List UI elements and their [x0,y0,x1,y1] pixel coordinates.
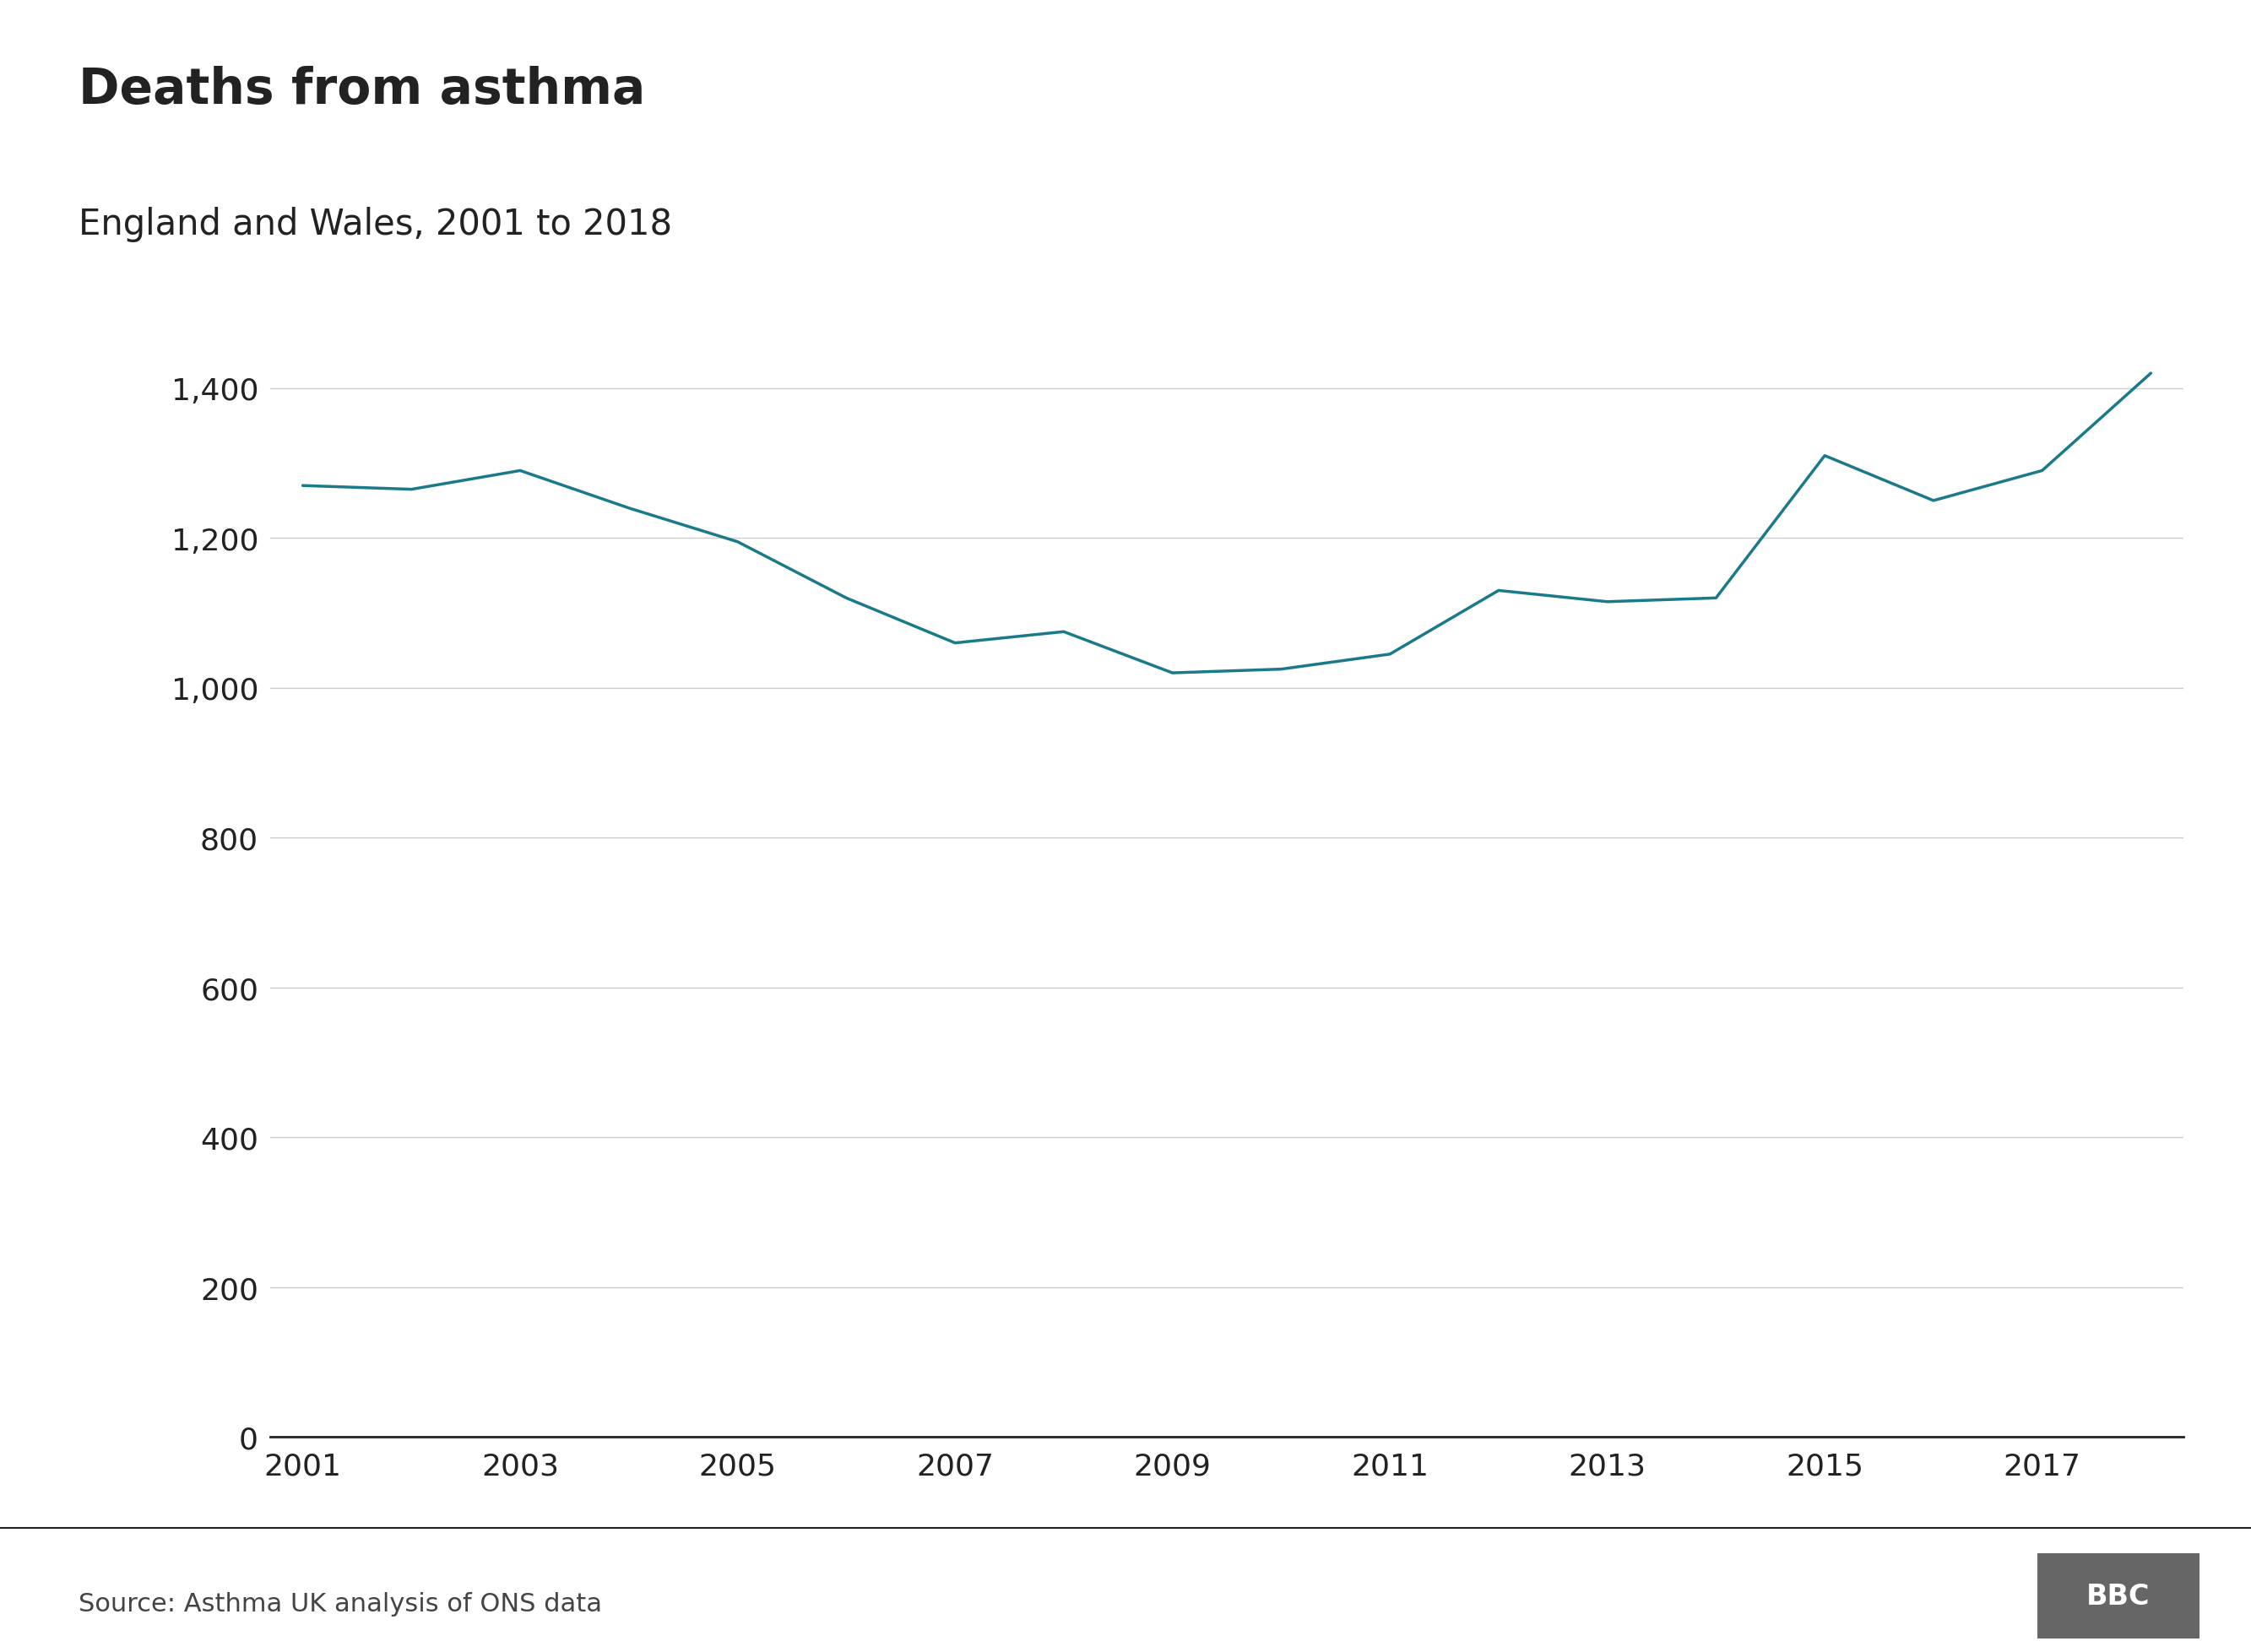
Text: Source: Asthma UK analysis of ONS data: Source: Asthma UK analysis of ONS data [79,1591,603,1616]
Text: Deaths from asthma: Deaths from asthma [79,66,646,114]
Text: England and Wales, 2001 to 2018: England and Wales, 2001 to 2018 [79,206,673,241]
Text: BBC: BBC [2087,1583,2150,1609]
